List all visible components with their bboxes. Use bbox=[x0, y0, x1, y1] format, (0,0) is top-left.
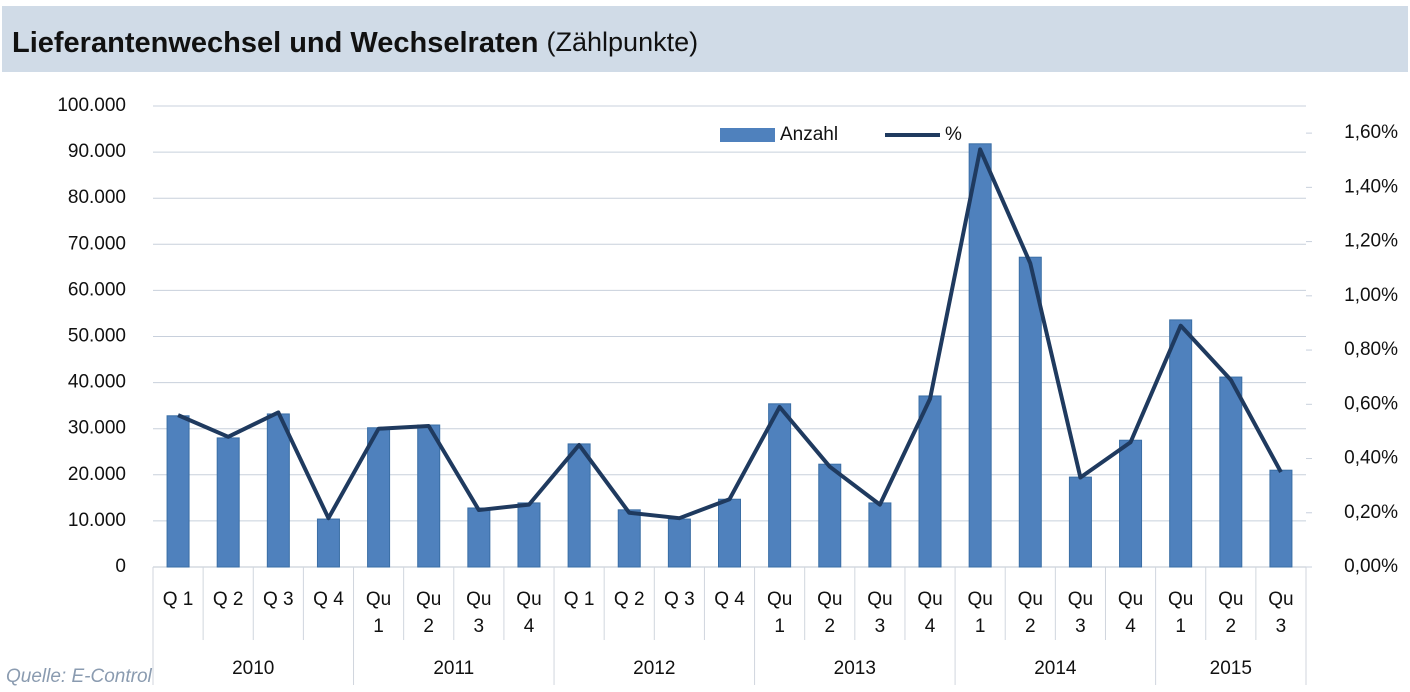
y-tick-label: 30.000 bbox=[68, 418, 126, 439]
title-main: Lieferantenwechsel und Wechselraten bbox=[12, 27, 538, 59]
title-bar bbox=[2, 6, 1408, 72]
bar bbox=[1119, 439, 1143, 568]
subtitle: (Zählpunkte) bbox=[547, 27, 699, 57]
x-tick-label: Qu 3 bbox=[867, 589, 892, 637]
bar bbox=[216, 437, 240, 568]
bar bbox=[1219, 376, 1243, 568]
y2-tick-label: 0,00% bbox=[1344, 556, 1398, 577]
bar bbox=[316, 518, 340, 568]
x-tick-label: Q 1 bbox=[564, 589, 595, 610]
y2-tick-label: 1,40% bbox=[1344, 176, 1398, 197]
x-tick-label: Q 3 bbox=[664, 589, 695, 610]
bar bbox=[667, 518, 691, 568]
y2-tick-label: 0,80% bbox=[1344, 339, 1398, 360]
bar bbox=[266, 413, 290, 568]
y2-tick-label: 0,20% bbox=[1344, 502, 1398, 523]
group-label: 2012 bbox=[633, 658, 675, 679]
x-tick-label: Qu 1 bbox=[1168, 589, 1193, 637]
x-tick-label: Q 2 bbox=[213, 589, 244, 610]
bar bbox=[818, 463, 842, 568]
line bbox=[177, 147, 1283, 521]
x-tick-label: Qu 1 bbox=[366, 589, 391, 637]
y-tick-label: 90.000 bbox=[68, 141, 126, 162]
bar bbox=[1169, 319, 1193, 568]
bar bbox=[868, 502, 892, 568]
y-tick-label: 50.000 bbox=[68, 326, 126, 347]
y-tick-label: 80.000 bbox=[68, 187, 126, 208]
bar bbox=[918, 395, 942, 568]
x-tick-label: Qu 1 bbox=[967, 589, 992, 637]
legend-label: Anzahl bbox=[780, 124, 838, 145]
y2-tick-label: 1,60% bbox=[1344, 122, 1398, 143]
group-label: 2015 bbox=[1210, 658, 1252, 679]
y-tick-label: 100.000 bbox=[57, 95, 126, 116]
bar bbox=[1018, 256, 1042, 568]
y-tick-label: 40.000 bbox=[68, 372, 126, 393]
y-tick-label: 70.000 bbox=[68, 233, 126, 254]
bar bbox=[467, 507, 491, 568]
group-label: 2013 bbox=[834, 658, 876, 679]
x-tick-label: Q 4 bbox=[714, 589, 745, 610]
bar bbox=[367, 427, 391, 568]
x-tick-label: Qu 2 bbox=[1018, 589, 1043, 637]
bar bbox=[567, 443, 591, 568]
x-tick-label: Q 3 bbox=[263, 589, 294, 610]
x-tick-label: Qu 2 bbox=[1218, 589, 1243, 637]
bar bbox=[517, 502, 541, 568]
x-tick-label: Qu 3 bbox=[1068, 589, 1093, 637]
y-tick-label: 10.000 bbox=[68, 510, 126, 531]
x-tick-label: Qu 3 bbox=[1268, 589, 1293, 637]
y2-tick-label: 1,20% bbox=[1344, 231, 1398, 252]
x-tick-label: Qu 2 bbox=[817, 589, 842, 637]
bar bbox=[617, 509, 641, 568]
bar bbox=[1068, 476, 1092, 568]
chart-title: Lieferantenwechsel und Wechselraten (Zäh… bbox=[12, 27, 698, 59]
x-tick-label: Qu 4 bbox=[1118, 589, 1143, 637]
bar bbox=[417, 424, 441, 568]
group-label: 2010 bbox=[232, 658, 274, 679]
source: Quelle: E-Control bbox=[6, 666, 153, 687]
y-tick-label: 0 bbox=[115, 556, 126, 577]
x-tick-label: Q 2 bbox=[614, 589, 645, 610]
bar bbox=[968, 143, 992, 568]
bar bbox=[718, 498, 741, 568]
group-label: 2014 bbox=[1034, 658, 1077, 679]
bar bbox=[1269, 469, 1293, 568]
bar bbox=[166, 415, 190, 568]
y-tick-label: 60.000 bbox=[68, 279, 126, 300]
x-tick-label: Qu 4 bbox=[917, 589, 942, 637]
x-tick-label: Qu 4 bbox=[516, 589, 541, 637]
x-tick-label: Q 1 bbox=[163, 589, 194, 610]
x-tick-label: Qu 2 bbox=[416, 589, 441, 637]
legend-label: % bbox=[945, 124, 962, 145]
x-tick-label: Qu 1 bbox=[767, 589, 792, 637]
bar bbox=[768, 403, 792, 568]
legend-swatch bbox=[720, 128, 775, 142]
y2-tick-label: 0,40% bbox=[1344, 448, 1398, 469]
y2-tick-label: 1,00% bbox=[1344, 285, 1398, 306]
y2-tick-label: 0,60% bbox=[1344, 393, 1398, 414]
group-label: 2011 bbox=[433, 658, 474, 679]
x-tick-label: Q 4 bbox=[313, 589, 344, 610]
x-tick-label: Qu 3 bbox=[466, 589, 491, 637]
y-tick-label: 20.000 bbox=[68, 464, 126, 485]
